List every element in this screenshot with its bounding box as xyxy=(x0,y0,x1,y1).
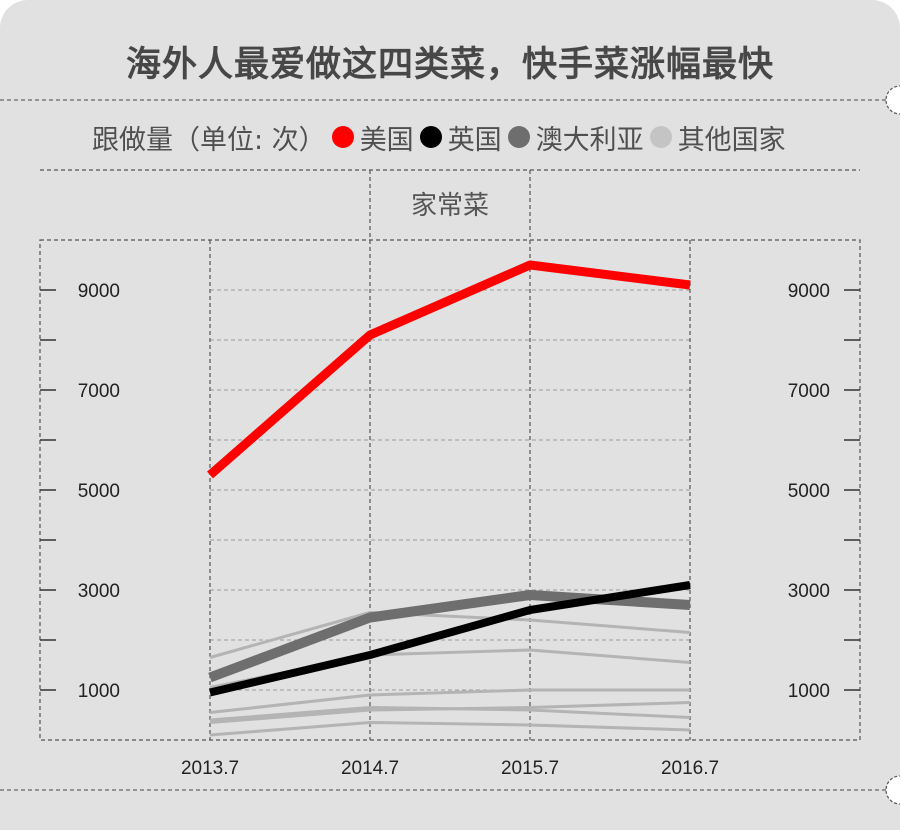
series-line xyxy=(209,706,691,722)
y-tick-label-right: 5000 xyxy=(788,481,830,502)
legend-dot-uk-icon xyxy=(419,126,442,148)
legend-item-australia: 澳大利亚 xyxy=(502,118,644,157)
legend-dot-australia-icon xyxy=(507,126,530,148)
series-line xyxy=(209,721,691,737)
series-line xyxy=(209,611,691,659)
y-tick-label-right: 9000 xyxy=(788,281,830,302)
x-tick-label: 2016.7 xyxy=(661,758,719,779)
legend-item-other: 其他国家 xyxy=(644,118,786,157)
legend-dot-usa-icon xyxy=(331,126,354,148)
legend-item-usa: 美国 xyxy=(326,118,414,157)
y-tick-label-left: 1000 xyxy=(78,681,120,702)
legend-item-label: 英国 xyxy=(447,124,502,156)
series-line xyxy=(209,688,690,714)
legend: 跟做量（单位: 次） 美国 英国 澳大利亚 其他国家 xyxy=(92,116,786,158)
notch-top-icon xyxy=(885,85,900,115)
legend-label: 跟做量（单位: 次） xyxy=(92,124,326,156)
y-tick-label-left: 3000 xyxy=(78,581,120,602)
legend-item-label: 美国 xyxy=(359,124,414,156)
legend-item-label: 澳大利亚 xyxy=(535,124,644,156)
chart-title: 海外人最爱做这四类菜，快手菜涨幅最快 xyxy=(125,45,774,85)
legend-item-label: 其他国家 xyxy=(677,124,786,156)
chart-subtitle: 家常菜 xyxy=(411,191,489,221)
legend-dot-other-icon xyxy=(649,126,672,148)
y-tick-label-left: 9000 xyxy=(78,281,120,302)
legend-item-uk: 英国 xyxy=(414,118,502,157)
y-tick-label-left: 5000 xyxy=(78,481,120,502)
series-line xyxy=(207,260,691,479)
y-tick-label-right: 1000 xyxy=(788,681,830,702)
x-tick-label: 2015.7 xyxy=(501,758,559,779)
series-line xyxy=(209,581,691,697)
y-tick-label-right: 7000 xyxy=(788,381,830,402)
x-tick-label: 2014.7 xyxy=(341,758,399,779)
y-tick-label-right: 3000 xyxy=(788,581,830,602)
x-tick-label: 2013.7 xyxy=(181,758,239,779)
y-tick-label-left: 7000 xyxy=(78,381,120,402)
notch-bottom-icon xyxy=(885,775,900,805)
